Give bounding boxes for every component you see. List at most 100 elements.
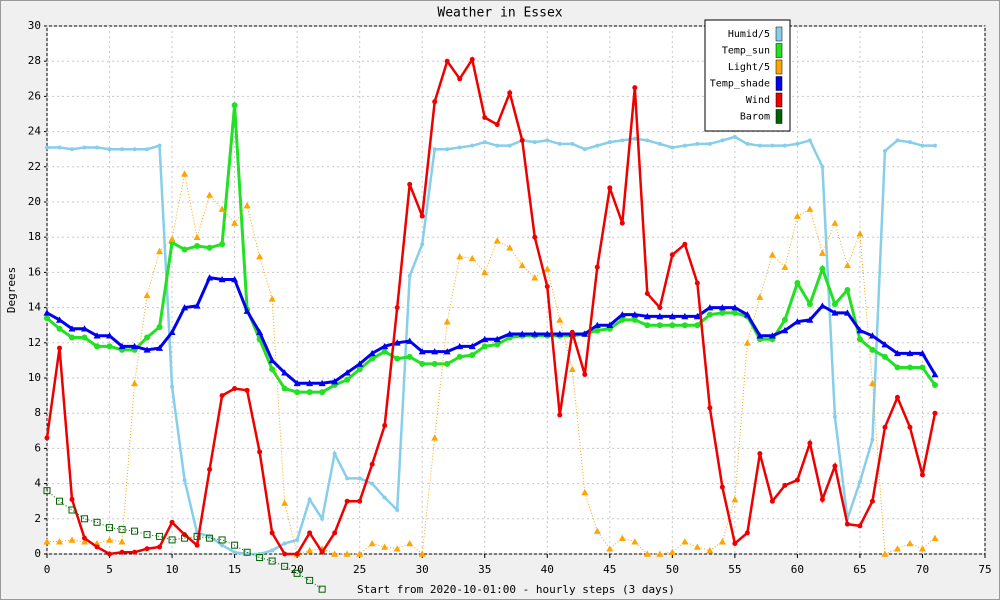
point	[581, 330, 589, 337]
point	[106, 536, 114, 543]
point	[931, 370, 939, 378]
point	[81, 334, 88, 341]
point	[81, 515, 89, 523]
point	[156, 247, 164, 255]
point	[394, 305, 400, 311]
point	[795, 141, 800, 146]
y-tick-label: 6	[34, 441, 41, 454]
point	[369, 461, 375, 467]
point	[932, 143, 937, 148]
legend-label: Humid/5	[728, 29, 770, 40]
point	[381, 348, 388, 355]
point	[194, 243, 201, 249]
point	[456, 253, 464, 260]
point	[231, 275, 239, 283]
point	[443, 318, 451, 325]
point	[695, 141, 700, 146]
point	[168, 536, 176, 544]
point	[806, 205, 814, 212]
point	[606, 321, 614, 328]
point	[382, 495, 387, 500]
point	[182, 478, 187, 483]
point	[881, 550, 889, 557]
point	[556, 330, 564, 337]
point	[132, 147, 137, 152]
point	[718, 304, 726, 311]
point	[331, 550, 339, 557]
point	[231, 219, 239, 226]
series-line	[47, 173, 936, 555]
point	[419, 213, 425, 219]
point	[319, 549, 325, 555]
point	[281, 385, 288, 392]
point	[631, 311, 639, 318]
point	[757, 451, 763, 457]
point	[331, 378, 339, 385]
x-axis-label: Start from 2020-10-01:00 - hourly steps …	[357, 583, 675, 596]
point	[43, 309, 51, 316]
point	[643, 550, 651, 557]
point	[681, 322, 688, 329]
y-tick-label: 2	[34, 512, 41, 525]
point	[831, 301, 838, 308]
point	[657, 141, 662, 146]
point	[395, 508, 400, 512]
point	[44, 315, 50, 322]
point	[718, 538, 726, 545]
point	[381, 342, 389, 350]
point	[119, 549, 125, 555]
point	[656, 550, 664, 557]
point	[482, 115, 488, 121]
point	[869, 346, 876, 353]
y-tick-label: 16	[28, 265, 41, 278]
point	[468, 342, 476, 350]
point	[731, 495, 739, 503]
point	[168, 235, 176, 242]
point	[193, 532, 201, 540]
point	[232, 386, 238, 392]
point	[807, 138, 812, 143]
legend-label: Barom	[740, 112, 770, 123]
point	[568, 365, 576, 372]
point	[369, 355, 376, 362]
point	[131, 342, 139, 350]
point	[243, 548, 251, 556]
legend-label: Wind	[746, 95, 770, 106]
point	[618, 311, 626, 318]
point	[493, 335, 501, 343]
point	[832, 414, 837, 419]
point	[93, 518, 101, 526]
point	[793, 212, 801, 219]
point	[81, 325, 89, 332]
point	[857, 523, 863, 529]
point	[356, 366, 363, 373]
point	[206, 274, 214, 281]
point	[895, 138, 900, 143]
y-tick-label: 30	[28, 19, 41, 32]
point	[145, 147, 150, 152]
point	[68, 325, 76, 332]
point	[506, 244, 514, 251]
point	[432, 147, 437, 152]
point	[906, 364, 913, 371]
y-axis-label: Degrees	[5, 267, 18, 313]
legend-label: Light/5	[728, 62, 770, 73]
y-tick-label: 20	[28, 195, 41, 208]
point	[431, 348, 439, 355]
point	[257, 449, 263, 455]
point	[518, 330, 526, 337]
point	[681, 538, 689, 545]
point	[256, 328, 264, 336]
y-tick-label: 24	[28, 125, 42, 138]
point	[706, 546, 714, 554]
point	[919, 364, 926, 371]
point	[706, 311, 713, 318]
point	[907, 424, 913, 430]
point	[456, 342, 464, 350]
point	[170, 384, 175, 389]
point	[69, 334, 76, 341]
point	[894, 394, 900, 400]
x-tick-label: 30	[416, 563, 429, 576]
point	[270, 548, 275, 553]
